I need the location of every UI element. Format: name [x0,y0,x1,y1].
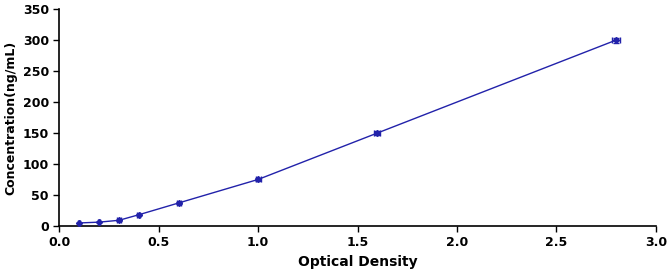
Y-axis label: Concentration(ng/mL): Concentration(ng/mL) [4,40,17,195]
X-axis label: Optical Density: Optical Density [298,255,417,269]
